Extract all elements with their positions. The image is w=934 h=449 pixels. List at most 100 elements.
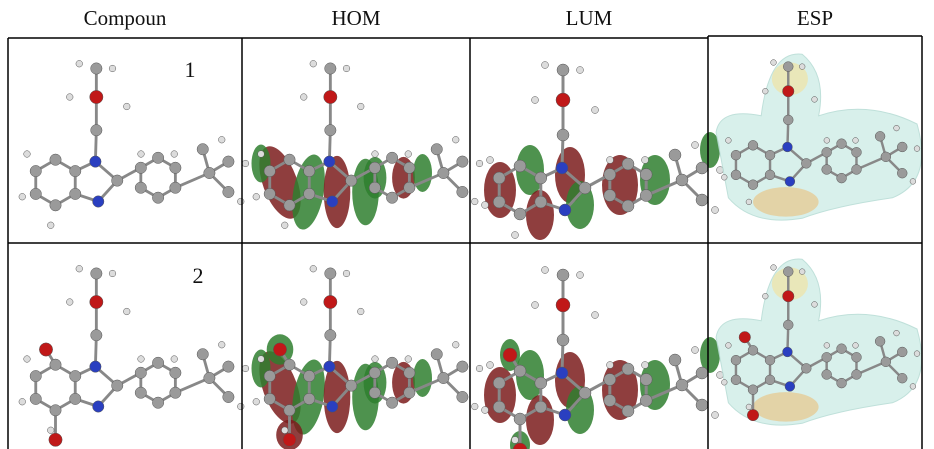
atom: [822, 352, 832, 362]
atom: [457, 361, 468, 372]
atom: [386, 192, 397, 203]
atom: [242, 160, 249, 167]
atom: [324, 90, 337, 103]
atom: [822, 147, 832, 157]
atom: [897, 168, 907, 178]
atom: [223, 361, 234, 372]
atom: [170, 387, 181, 398]
column-header: HOM: [331, 6, 380, 30]
atom: [721, 174, 727, 180]
atom: [369, 162, 380, 173]
atom: [748, 385, 758, 395]
atom: [765, 355, 775, 365]
atom: [822, 370, 832, 380]
atom: [457, 156, 468, 167]
atom: [731, 150, 741, 160]
atom: [748, 345, 758, 355]
atom: [91, 63, 102, 74]
atom: [138, 151, 145, 158]
atom: [579, 182, 591, 194]
atom: [726, 343, 732, 349]
atom: [70, 393, 81, 404]
atom: [503, 348, 517, 362]
atom: [218, 136, 225, 143]
atom: [50, 154, 61, 165]
atom: [799, 64, 805, 70]
atom: [579, 387, 591, 399]
atom: [30, 165, 41, 176]
atom: [557, 334, 569, 346]
atom: [910, 384, 916, 390]
atom: [476, 365, 483, 372]
atom: [746, 199, 752, 205]
atom: [170, 182, 181, 193]
atom: [135, 367, 146, 378]
atom: [592, 107, 599, 114]
atom: [914, 146, 920, 152]
atom: [304, 393, 315, 404]
column-header: Compoun: [84, 6, 167, 30]
atom: [487, 362, 494, 369]
atom: [112, 380, 123, 391]
atom: [30, 370, 41, 381]
atom: [696, 399, 708, 411]
atom: [343, 270, 350, 277]
atom: [875, 131, 885, 141]
atom: [731, 375, 741, 385]
atom: [771, 60, 777, 66]
atom: [557, 129, 569, 141]
atom: [556, 298, 570, 312]
atom: [785, 381, 795, 391]
atom: [910, 179, 916, 185]
compound-number: 2: [193, 263, 204, 288]
atom: [535, 196, 547, 208]
atom: [325, 268, 336, 279]
atom: [327, 196, 338, 207]
atom: [471, 198, 478, 205]
atom: [852, 352, 862, 362]
atom: [452, 136, 459, 143]
atom: [592, 312, 599, 319]
atom: [123, 308, 130, 315]
atom: [881, 357, 891, 367]
atom: [559, 409, 571, 421]
atom: [457, 391, 468, 402]
atom: [49, 433, 62, 446]
atom: [640, 395, 652, 407]
atom: [70, 188, 81, 199]
atom: [721, 379, 727, 385]
atom: [90, 156, 101, 167]
esp-region: [753, 392, 819, 422]
atom: [785, 176, 795, 186]
atom: [894, 125, 900, 131]
atom: [273, 343, 286, 356]
atom: [712, 207, 719, 214]
atom: [404, 162, 415, 173]
atom: [894, 330, 900, 336]
atom: [482, 407, 489, 414]
atom: [304, 188, 315, 199]
atom: [487, 157, 494, 164]
atom: [853, 343, 859, 349]
atom: [91, 125, 102, 136]
atom: [258, 356, 265, 363]
atom: [170, 162, 181, 173]
atom: [47, 222, 54, 229]
atom: [692, 142, 699, 149]
atom: [357, 103, 364, 110]
atom: [171, 356, 178, 363]
atom: [284, 200, 295, 211]
atom: [642, 157, 649, 164]
atom: [607, 157, 614, 164]
atom: [556, 162, 568, 174]
atom: [514, 160, 526, 172]
atom: [604, 190, 616, 202]
atom: [852, 370, 862, 380]
atom: [324, 295, 337, 308]
atom: [90, 361, 101, 372]
atom: [837, 344, 847, 354]
atom: [482, 202, 489, 209]
atom: [493, 196, 505, 208]
atom: [837, 378, 847, 388]
atom: [253, 193, 260, 200]
